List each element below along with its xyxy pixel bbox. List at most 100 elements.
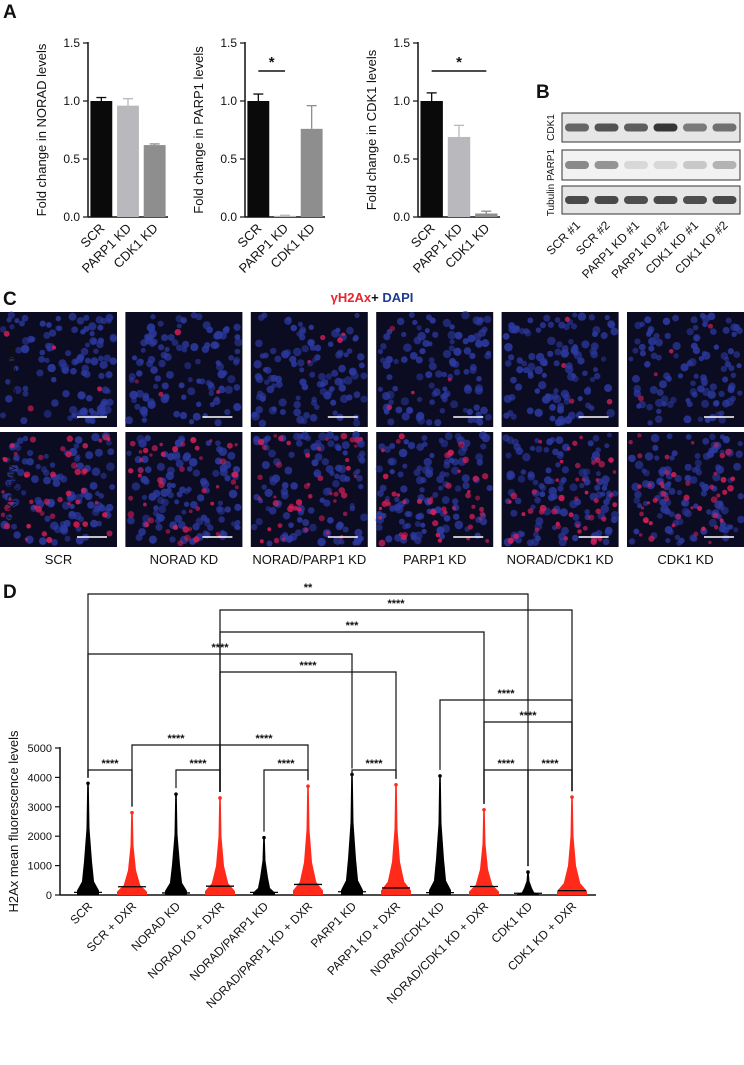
foci <box>259 539 264 544</box>
nucleus <box>416 396 423 403</box>
nucleus <box>571 534 579 542</box>
foci <box>71 462 78 469</box>
nucleus <box>218 447 228 456</box>
foci <box>381 448 385 453</box>
nucleus <box>664 526 673 534</box>
foci <box>396 493 401 497</box>
max-point <box>130 810 134 815</box>
nucleus <box>535 535 541 542</box>
x-tick-label: SCR <box>67 899 95 927</box>
nucleus <box>722 534 730 542</box>
nucleus <box>59 524 68 533</box>
nucleus <box>569 483 578 492</box>
y-tick-label: 4000 <box>28 772 52 784</box>
nucleus <box>543 476 552 485</box>
nucleus <box>510 509 518 517</box>
nucleus <box>557 415 565 424</box>
nucleus <box>375 524 383 531</box>
nucleus <box>71 358 79 366</box>
foci <box>137 467 144 474</box>
nucleus <box>14 444 22 451</box>
foci <box>467 524 474 530</box>
nucleus <box>321 378 329 386</box>
nucleus <box>447 330 456 340</box>
blot-band <box>653 196 678 204</box>
foci <box>293 505 299 511</box>
nucleus <box>560 349 569 358</box>
microscopy-column-label: NORAD KD <box>150 552 219 567</box>
foci <box>628 439 633 445</box>
nucleus <box>251 523 258 531</box>
nucleus <box>357 353 365 361</box>
nucleus <box>593 367 599 373</box>
nucleus <box>16 468 25 477</box>
nucleus <box>527 317 534 324</box>
nucleus <box>134 403 141 410</box>
nucleus <box>84 342 91 348</box>
foci <box>216 389 221 394</box>
nucleus <box>96 340 104 349</box>
foci <box>267 527 272 532</box>
foci <box>378 516 383 520</box>
foci <box>73 521 80 528</box>
nucleus <box>641 468 647 474</box>
nucleus <box>173 410 180 418</box>
foci <box>75 499 81 505</box>
nucleus <box>564 415 573 424</box>
nucleus <box>125 416 133 425</box>
significance-label: **** <box>299 660 317 672</box>
nucleus <box>695 469 702 476</box>
nucleus <box>398 448 408 458</box>
nucleus <box>659 498 667 506</box>
nucleus <box>647 420 653 426</box>
foci <box>664 469 670 476</box>
nucleus <box>314 344 322 352</box>
foci <box>318 515 325 522</box>
nucleus <box>271 383 277 389</box>
foci <box>551 508 558 515</box>
foci <box>513 533 520 540</box>
foci <box>305 452 311 458</box>
nucleus <box>331 369 339 377</box>
foci <box>561 362 567 368</box>
foci <box>345 465 351 471</box>
foci <box>664 454 670 460</box>
nucleus <box>222 370 228 376</box>
foci <box>378 506 383 511</box>
foci <box>690 440 695 445</box>
nucleus <box>665 375 672 382</box>
nucleus <box>539 491 546 498</box>
nucleus <box>192 412 201 421</box>
nucleus <box>396 317 405 326</box>
nucleus <box>77 391 85 399</box>
nucleus <box>653 332 660 340</box>
nucleus <box>234 348 241 355</box>
nucleus <box>295 440 303 447</box>
nucleus <box>334 464 343 472</box>
foci <box>272 499 280 507</box>
nucleus <box>688 358 697 367</box>
nucleus <box>6 317 12 323</box>
foci <box>507 537 514 544</box>
nucleus <box>549 436 556 443</box>
nucleus <box>375 465 383 473</box>
nucleus <box>406 407 413 414</box>
microscopy-row-label: Untreated <box>5 343 19 396</box>
nucleus <box>80 347 89 356</box>
significance-bracket <box>527 769 573 867</box>
foci <box>693 531 699 537</box>
nucleus <box>684 463 692 471</box>
foci <box>588 514 595 521</box>
nucleus <box>701 387 711 397</box>
nucleus <box>416 325 422 331</box>
nucleus <box>140 339 148 347</box>
nucleus <box>178 382 185 389</box>
microscopy-row-label: DXR (5μM) <box>5 459 19 519</box>
nucleus <box>397 471 404 478</box>
nucleus <box>214 396 220 402</box>
foci <box>159 442 163 447</box>
nucleus <box>655 354 662 361</box>
nucleus <box>358 456 366 464</box>
foci <box>466 536 471 541</box>
nucleus <box>693 335 699 341</box>
